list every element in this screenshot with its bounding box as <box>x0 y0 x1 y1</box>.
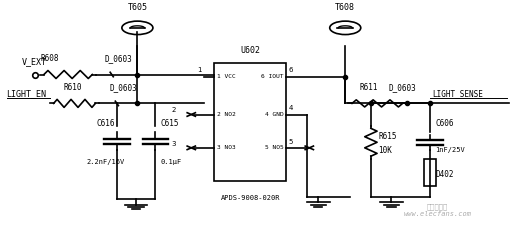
Text: 1 VCC: 1 VCC <box>217 74 236 79</box>
Text: R608: R608 <box>41 54 59 63</box>
Text: LIGHT_SENSE: LIGHT_SENSE <box>432 89 483 98</box>
Text: 5: 5 <box>289 138 293 145</box>
Text: D_0603: D_0603 <box>104 54 132 63</box>
Text: 6 IOUT: 6 IOUT <box>261 74 284 79</box>
Text: 4 GND: 4 GND <box>265 112 284 117</box>
Text: 5 NO5: 5 NO5 <box>265 145 284 150</box>
Text: 6: 6 <box>289 67 293 73</box>
Text: LIGHT_EN: LIGHT_EN <box>7 89 46 98</box>
Text: D_0603: D_0603 <box>109 83 137 92</box>
Text: C606: C606 <box>435 119 454 128</box>
Text: C615: C615 <box>160 119 179 128</box>
Bar <box>424 159 437 186</box>
Text: 2 NO2: 2 NO2 <box>217 112 236 117</box>
Text: 3 NO3: 3 NO3 <box>217 145 236 150</box>
Text: C616: C616 <box>96 119 115 128</box>
Text: 3: 3 <box>171 141 176 147</box>
Text: V_EXT: V_EXT <box>22 57 47 66</box>
Text: 4: 4 <box>289 105 293 111</box>
Text: R610: R610 <box>64 83 83 92</box>
Text: APDS-9008-020R: APDS-9008-020R <box>220 195 280 200</box>
Text: 10K: 10K <box>379 146 393 155</box>
Text: 1: 1 <box>197 67 202 73</box>
Text: 1nF/25V: 1nF/25V <box>435 147 465 153</box>
Text: 2.2nF/16V: 2.2nF/16V <box>86 159 124 165</box>
Text: T608: T608 <box>335 3 355 12</box>
Text: D_0603: D_0603 <box>389 83 416 92</box>
Text: D402: D402 <box>435 170 454 179</box>
Text: T605: T605 <box>127 3 148 12</box>
Text: U602: U602 <box>240 45 260 54</box>
Text: 2: 2 <box>171 107 176 114</box>
Text: 0.1μF: 0.1μF <box>160 159 182 165</box>
Bar <box>214 63 286 181</box>
Text: R615: R615 <box>379 132 397 141</box>
Text: R611: R611 <box>359 83 378 92</box>
Text: 电子发烧友
www.elecfans.com: 电子发烧友 www.elecfans.com <box>404 203 472 217</box>
